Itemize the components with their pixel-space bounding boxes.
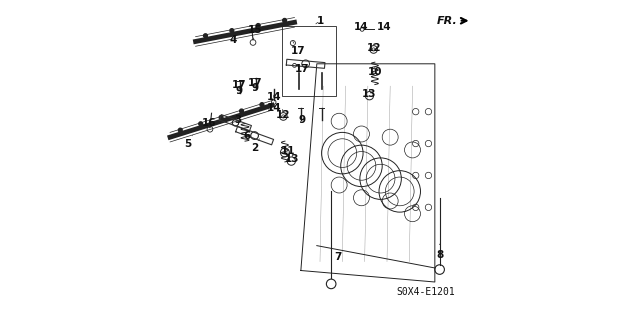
Text: 9: 9 [235, 86, 242, 96]
Text: 14: 14 [266, 103, 281, 114]
Text: 17: 17 [248, 78, 262, 88]
Text: 9: 9 [252, 83, 259, 93]
Text: 2: 2 [251, 139, 259, 153]
Text: S0X4-E1201: S0X4-E1201 [396, 287, 454, 297]
Text: 17: 17 [294, 63, 309, 74]
Text: 6: 6 [244, 130, 251, 141]
Text: 17: 17 [232, 79, 246, 90]
Text: 11: 11 [281, 146, 295, 156]
Circle shape [219, 115, 223, 119]
Circle shape [179, 128, 182, 132]
Circle shape [283, 19, 287, 22]
Text: 12: 12 [275, 109, 290, 120]
Text: 14: 14 [266, 92, 281, 102]
Text: 9: 9 [298, 115, 305, 125]
Text: 1: 1 [316, 16, 324, 26]
Text: 17: 17 [291, 41, 306, 56]
Text: 7: 7 [331, 249, 341, 262]
Text: 13: 13 [285, 154, 300, 165]
Text: FR.: FR. [436, 16, 457, 26]
Text: 14: 14 [376, 22, 391, 32]
Circle shape [239, 109, 243, 113]
Circle shape [256, 24, 260, 27]
Text: 4: 4 [230, 35, 237, 45]
Text: 12: 12 [366, 43, 381, 53]
Circle shape [199, 122, 203, 126]
Text: 13: 13 [362, 89, 377, 99]
Text: 5: 5 [184, 136, 193, 149]
Text: 15: 15 [247, 25, 262, 39]
Text: 16: 16 [202, 118, 216, 128]
Text: 8: 8 [436, 244, 444, 260]
Circle shape [260, 103, 264, 107]
Text: 3: 3 [234, 115, 241, 125]
Circle shape [230, 29, 234, 33]
Text: 10: 10 [367, 67, 382, 77]
Circle shape [204, 34, 207, 38]
Text: 14: 14 [353, 22, 368, 32]
